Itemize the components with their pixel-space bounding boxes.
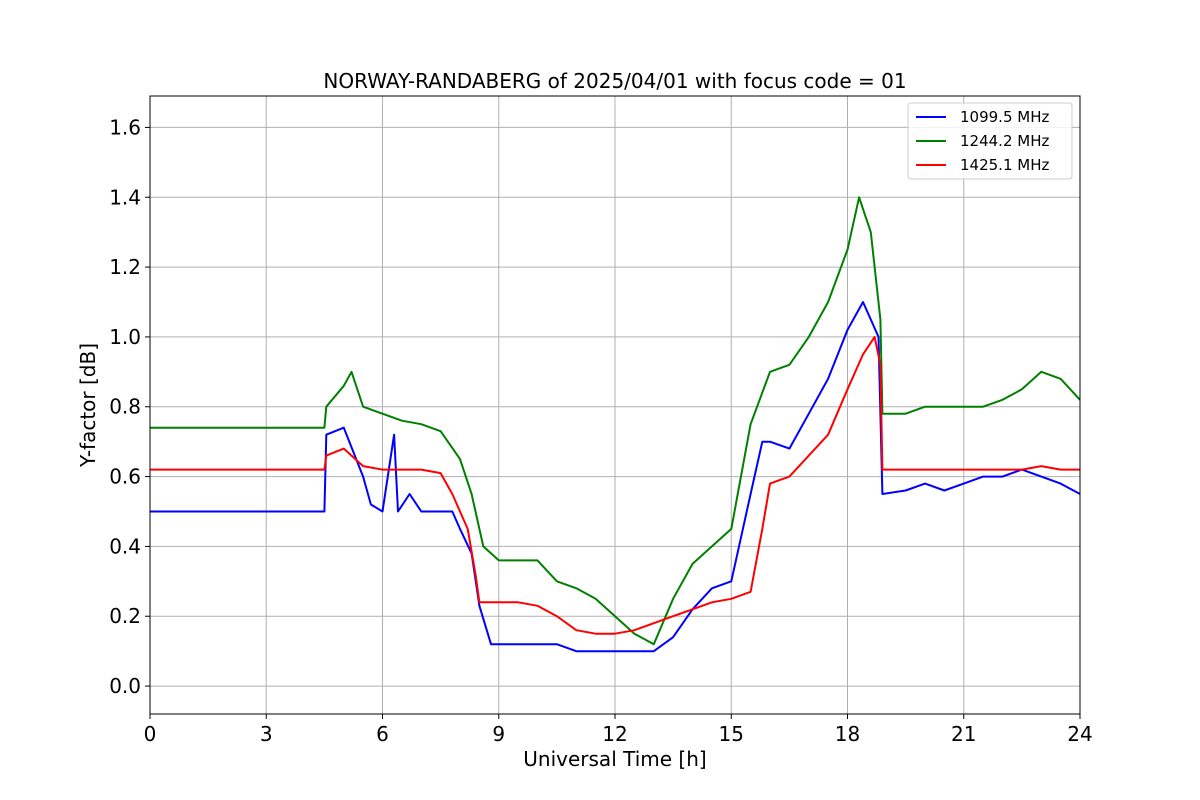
y-tick-label: 1.4 — [109, 185, 141, 209]
x-axis: 0 3 6 9 12 15 18 21 24 — [144, 714, 1093, 746]
x-tick-label: 21 — [951, 722, 976, 746]
x-tick-label: 12 — [602, 722, 627, 746]
x-tick-label: 18 — [835, 722, 860, 746]
y-tick-label: 1.6 — [109, 115, 141, 139]
y-axis-label: Y-factor [dB] — [76, 343, 100, 468]
y-tick-label: 0.8 — [109, 395, 141, 419]
x-axis-label: Universal Time [h] — [523, 747, 706, 771]
legend-label: 1244.2 MHz — [960, 132, 1049, 150]
chart-title: NORWAY-RANDABERG of 2025/04/01 with focu… — [323, 69, 906, 93]
series-line-2 — [150, 196, 1081, 646]
x-tick-label: 3 — [260, 722, 273, 746]
legend: 1099.5 MHz 1244.2 MHz 1425.1 MHz — [907, 102, 1073, 180]
series-line-3 — [150, 335, 1080, 635]
x-tick-label: 6 — [376, 722, 389, 746]
y-tick-label: 0.4 — [109, 534, 141, 558]
x-tick-label: 15 — [719, 722, 744, 746]
legend-label: 1099.5 MHz — [960, 108, 1049, 126]
series-line-1 — [150, 301, 1081, 653]
x-tick-label: 24 — [1067, 722, 1092, 746]
x-tick-label: 9 — [492, 722, 505, 746]
y-tick-label: 1.0 — [109, 325, 141, 349]
y-tick-label: 0.6 — [109, 465, 141, 489]
legend-box — [907, 102, 1073, 180]
y-tick-label: 0.2 — [109, 604, 141, 628]
y-axis: 0.0 0.2 0.4 0.6 0.8 1.0 1.2 1.4 1.6 — [109, 115, 150, 698]
y-tick-label: 0.0 — [109, 674, 141, 698]
y-tick-label: 1.2 — [109, 255, 141, 279]
x-tick-label: 0 — [144, 722, 157, 746]
legend-label: 1425.1 MHz — [960, 156, 1049, 174]
grid — [149, 96, 1081, 714]
plot-area — [150, 196, 1081, 653]
